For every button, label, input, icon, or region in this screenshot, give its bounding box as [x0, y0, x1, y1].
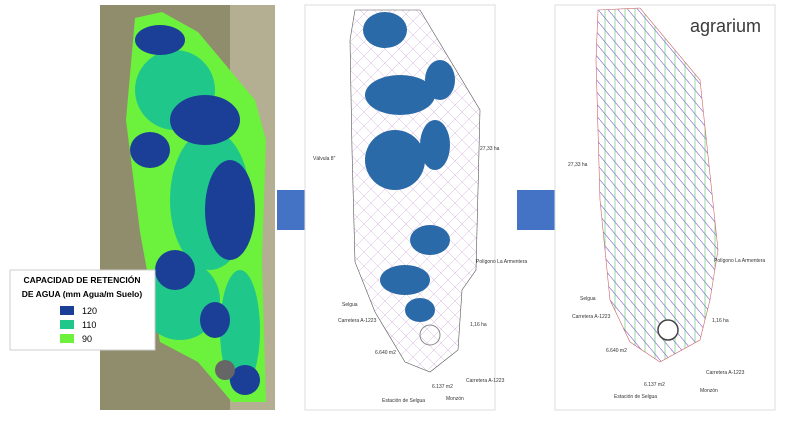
roundabout	[419, 324, 441, 346]
map-label: Selgua	[580, 296, 596, 302]
roundabout	[215, 360, 235, 380]
legend-label: 90	[82, 334, 92, 344]
legend-swatch	[60, 306, 74, 315]
legend-swatch	[60, 334, 74, 343]
map-label: 1,16 ha	[470, 322, 487, 328]
map-label: 6.640 m2	[375, 350, 396, 356]
map-label: 6.137 m2	[432, 384, 453, 390]
legend-swatch	[60, 320, 74, 329]
legend-title: CAPACIDAD DE RETENCIÓN	[24, 274, 141, 285]
map-label: 27,33 ha	[480, 146, 500, 152]
map-label: 6.640 m2	[606, 348, 627, 354]
map-label: Polígono La Armentera	[476, 259, 527, 265]
map-label: 1,16 ha	[712, 318, 729, 324]
field	[595, 7, 719, 363]
map-label: Carretera A-1223	[572, 314, 611, 320]
map-label: Carretera A-1223	[338, 318, 377, 324]
map-label: Válvula 8"	[313, 156, 336, 162]
zones	[363, 12, 455, 322]
map-label: Monzón	[700, 388, 718, 394]
soil-map-panel: CAPACIDAD DE RETENCIÓN DE AGUA (mm Agua/…	[9, 5, 275, 410]
legend	[9, 269, 156, 351]
legend-title: DE AGUA (mm Agua/m Suelo)	[22, 289, 143, 299]
map-label: 6.137 m2	[644, 382, 665, 388]
map-label: Carretera A-1223	[706, 370, 745, 376]
map-label: Estación de Selgua	[614, 394, 657, 400]
zone-120	[130, 25, 260, 395]
legend-label: 110	[82, 320, 96, 330]
map-label: 27,33 ha	[568, 162, 588, 168]
plan-panel: Válvula 8" 27,33 ha Polígono La Armenter…	[304, 4, 527, 411]
logo: agrarium	[690, 16, 761, 36]
roundabout	[657, 319, 679, 341]
map-label: Selgua	[342, 302, 358, 308]
map-label: Estación de Selgua	[382, 398, 425, 404]
legend-label: 120	[82, 306, 97, 316]
legend-items: 120 110 90	[60, 306, 97, 344]
map-label: Carretera A-1223	[466, 378, 505, 384]
map-label: Polígono La Armentera	[714, 258, 765, 264]
map-label: Monzón	[446, 396, 464, 402]
design-panel: agrarium 27,33 ha Polígono La Armentera …	[554, 4, 776, 411]
